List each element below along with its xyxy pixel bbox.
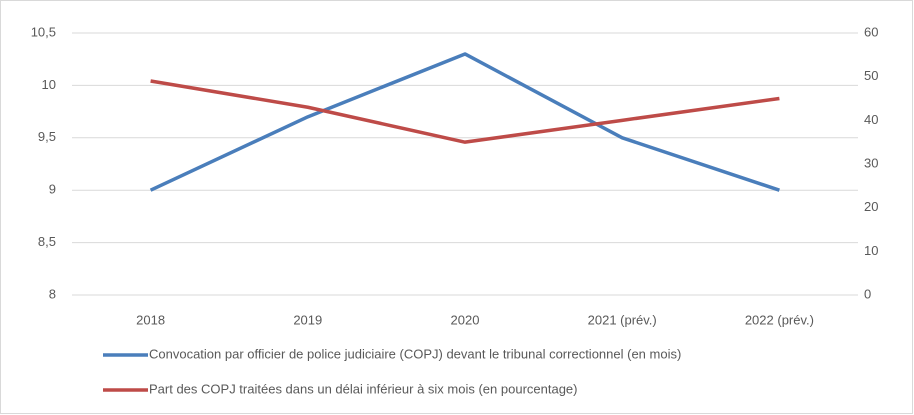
y2-tick-label: 50 [864,68,878,83]
y2-tick-label: 10 [864,243,878,258]
legend-label: Convocation par officier de police judic… [149,346,681,361]
x-tick-label: 2018 [136,312,165,327]
y2-tick-label: 20 [864,199,878,214]
y-tick-label: 9 [49,182,56,197]
series-line [149,52,780,192]
x-tick-label: 2022 (prév.) [745,312,814,327]
y-tick-label: 8,5 [38,234,56,249]
y-tick-label: 10 [42,77,56,92]
y2-tick-label: 0 [864,286,871,301]
y-tick-label: 10,5 [31,24,56,39]
series-line [150,79,780,144]
y-tick-label: 8 [49,286,56,301]
x-tick-label: 2021 (prév.) [588,312,657,327]
y2-tick-label: 30 [864,155,878,170]
legend-label: Part des COPJ traitées dans un délai inf… [149,381,578,396]
y-tick-label: 9,5 [38,129,56,144]
y2-tick-label: 60 [864,24,878,39]
x-tick-label: 2020 [451,312,480,327]
y2-tick-label: 40 [864,112,878,127]
x-tick-label: 2019 [293,312,322,327]
